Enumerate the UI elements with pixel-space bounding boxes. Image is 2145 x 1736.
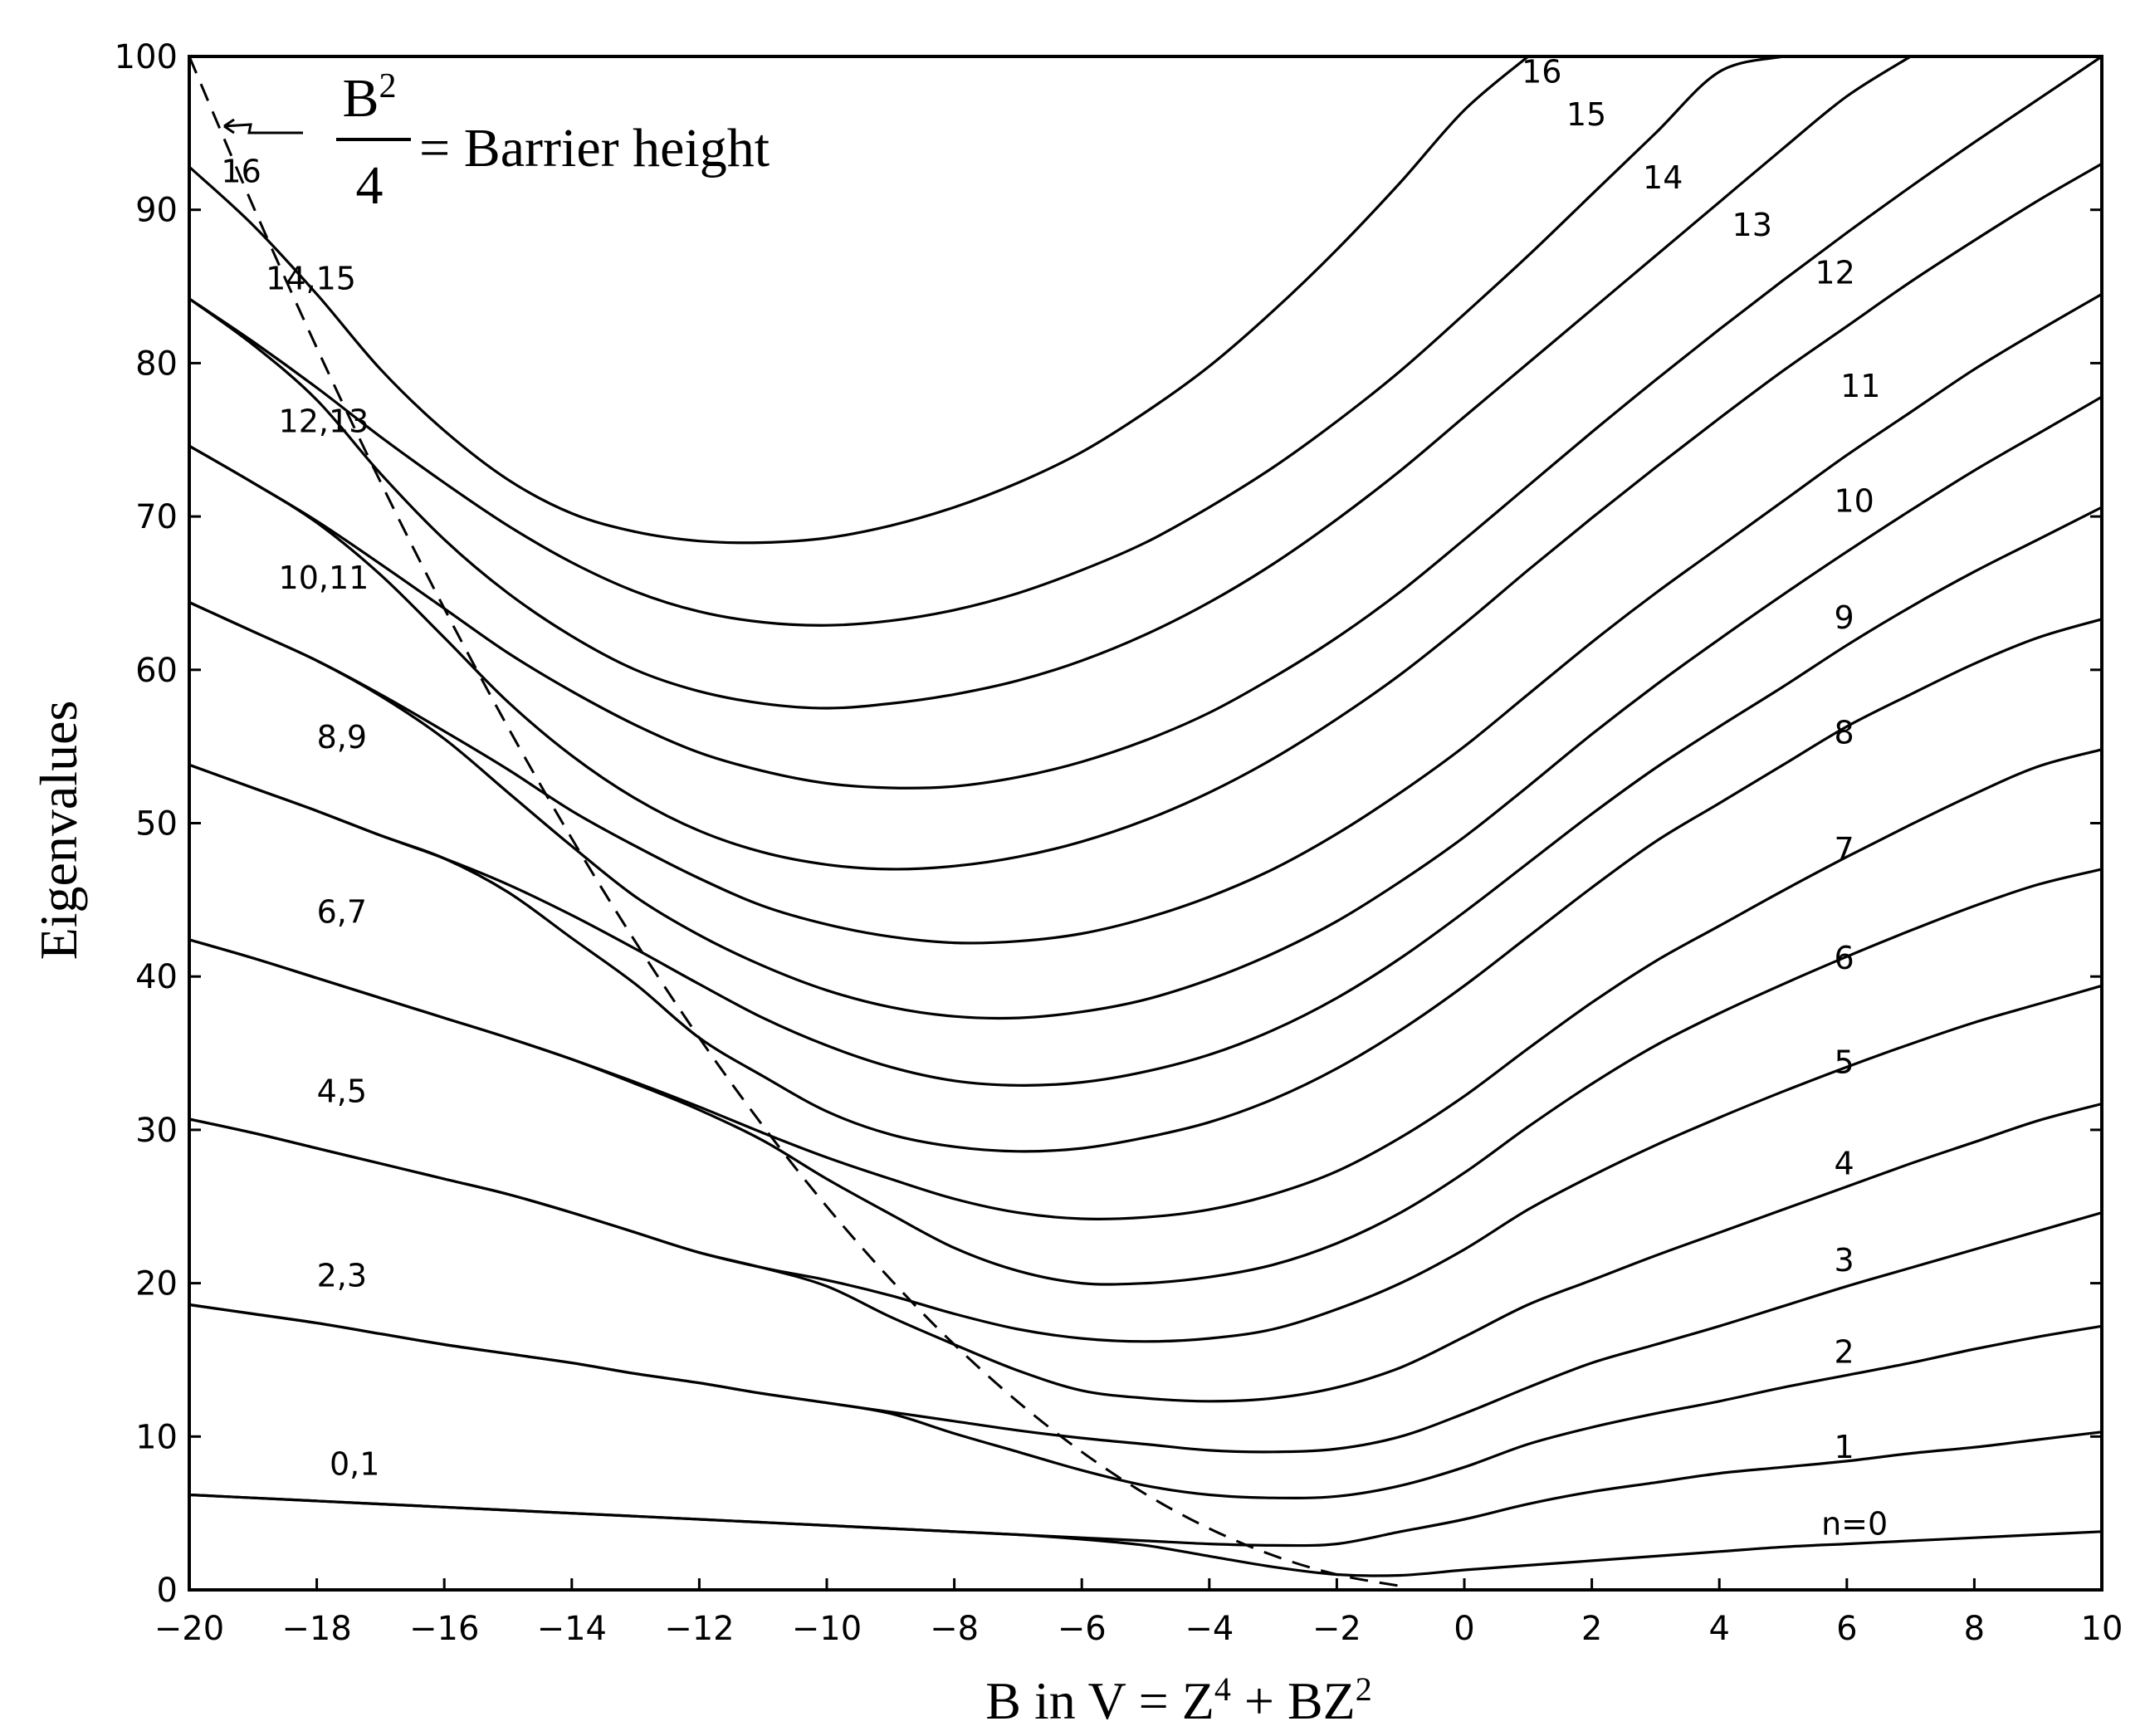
curve-label: 12,13 [279, 403, 369, 440]
x-tick-label: −12 [664, 1610, 734, 1648]
x-tick-label: −20 [154, 1610, 224, 1648]
curve-label: 16 [221, 153, 261, 189]
curve-label: 13 [1732, 207, 1772, 243]
y-tick-label: 40 [135, 958, 178, 996]
curve-label: 4,5 [317, 1073, 367, 1110]
y-tick-label: 60 [135, 652, 178, 690]
x-tick-label: −16 [409, 1610, 479, 1648]
series-line-7 [188, 748, 2103, 1220]
curve-label: 10,11 [279, 560, 369, 596]
curve-label: 5 [1834, 1044, 1854, 1081]
y-tick-label: 80 [135, 345, 178, 383]
series-line-15 [188, 55, 1785, 627]
curve-label: 2,3 [317, 1257, 367, 1293]
x-tick-label: −6 [1058, 1610, 1107, 1648]
y-tick-label: 50 [135, 805, 178, 844]
barrier-height-curve [188, 56, 1401, 1587]
curve-label: 4 [1834, 1145, 1854, 1181]
series-line-5 [188, 984, 2103, 1343]
x-tick-label: 6 [1836, 1610, 1857, 1648]
y-tick-label: 100 [115, 38, 178, 76]
x-tick-label: 2 [1581, 1610, 1602, 1648]
curve-label: 15 [1566, 96, 1606, 133]
x-tick-label: −8 [930, 1610, 979, 1648]
y-tick-label: 20 [135, 1265, 178, 1303]
x-axis-title-part-1: B in V = Z [985, 1671, 1214, 1730]
x-tick-label: 0 [1454, 1610, 1474, 1648]
x-axis-title-exp-2: 2 [1356, 1670, 1372, 1708]
series-line-1 [188, 1430, 2103, 1548]
curve-label: 8 [1834, 714, 1854, 751]
x-tick-label: 8 [1964, 1610, 1985, 1648]
x-tick-label: 4 [1708, 1610, 1729, 1648]
curve-label: 16 [1522, 53, 1561, 90]
x-axis-title-exp-1: 4 [1214, 1670, 1231, 1708]
barrier-annotation: B2 4 = Barrier height [223, 67, 770, 216]
y-axis-title: Eigenvalues [29, 701, 88, 961]
series-line-10 [188, 395, 2103, 1020]
x-tick-label: −14 [537, 1610, 607, 1648]
x-tick-label: −18 [281, 1610, 351, 1648]
x-tick-label: −10 [792, 1610, 862, 1648]
annotation-arrow [223, 118, 303, 134]
curve-label: 12 [1815, 254, 1854, 291]
series-line-12 [188, 162, 2103, 871]
curve-label: 6 [1834, 940, 1854, 976]
x-axis-title: B in V = Z4 + BZ2 [985, 1670, 1371, 1731]
y-tick-label: 90 [135, 192, 178, 230]
curve-label: 9 [1834, 599, 1854, 636]
x-tick-label: −2 [1312, 1610, 1361, 1648]
curve-label: 7 [1834, 831, 1854, 868]
series-line-3 [188, 1211, 2103, 1454]
x-tick-label: 10 [2081, 1610, 2123, 1648]
curve-label: 3 [1834, 1242, 1854, 1279]
curve-label: 6,7 [317, 894, 367, 931]
curve-label: 2 [1834, 1334, 1854, 1371]
y-tick-label: 0 [157, 1572, 178, 1610]
y-tick-label: 30 [135, 1112, 178, 1150]
curve-label: 14,15 [266, 261, 356, 297]
series-line-14 [188, 55, 1913, 710]
annotation-numerator-exp: 2 [379, 67, 397, 105]
series-line-8 [188, 618, 2103, 1153]
series-line-13 [188, 55, 2103, 790]
series-line-16 [188, 55, 1530, 545]
curve-label: 0,1 [330, 1445, 379, 1482]
curve-label: 8,9 [317, 719, 367, 756]
curve-label: 1 [1834, 1429, 1854, 1465]
annotation-text: = Barrier height [419, 118, 770, 178]
series-line-9 [188, 506, 2103, 1087]
y-tick-label: 10 [135, 1418, 178, 1456]
annotation-numerator-base: B [342, 68, 379, 129]
curve-label: n=0 [1821, 1506, 1888, 1543]
x-axis-title-part-2: + BZ [1231, 1671, 1356, 1730]
curve-label: 14 [1643, 159, 1683, 196]
y-tick-label: 70 [135, 498, 178, 536]
annotation-numerator: B2 [342, 67, 396, 129]
curve-label: 10 [1834, 483, 1874, 520]
annotation-denominator: 4 [356, 155, 384, 216]
curve-label: 11 [1840, 368, 1880, 404]
x-tick-label: −4 [1185, 1610, 1234, 1648]
series-line-11 [188, 292, 2103, 945]
